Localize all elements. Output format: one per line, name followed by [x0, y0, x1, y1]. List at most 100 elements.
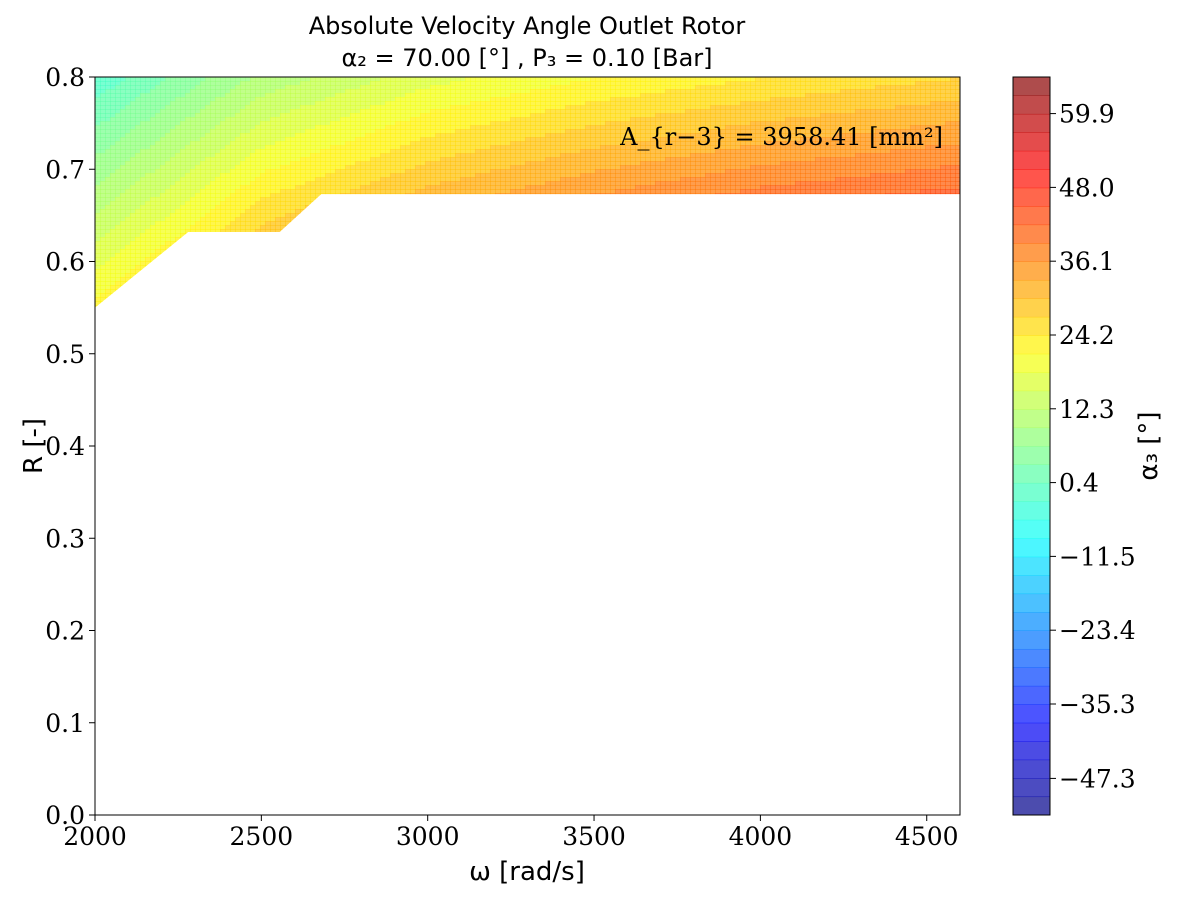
contour-cell: [130, 89, 136, 94]
contour-cell: [130, 213, 136, 218]
contour-cell: [390, 93, 396, 98]
contour-cell: [105, 133, 111, 138]
contour-cell: [110, 245, 116, 250]
contour-cell: [275, 177, 281, 182]
contour-cell: [125, 185, 131, 190]
contour-cell: [100, 133, 106, 138]
contour-cell: [215, 173, 221, 178]
contour-cell: [100, 245, 106, 250]
contour-cell: [140, 237, 146, 242]
contour-cell: [210, 209, 216, 214]
contour-cell: [105, 105, 111, 110]
contour-cell: [110, 173, 116, 178]
contour-cell: [170, 205, 176, 210]
contour-cell: [145, 189, 151, 194]
contour-cell: [120, 193, 126, 198]
contour-cell: [220, 165, 226, 170]
contour-cell: [255, 141, 261, 146]
contour-cell: [430, 109, 436, 114]
contour-cell: [125, 201, 131, 206]
contour-cell: [445, 97, 451, 102]
contour-cell: [190, 225, 196, 230]
contour-cell: [310, 125, 316, 130]
contour-cell: [100, 225, 106, 230]
contour-cell: [480, 161, 486, 166]
contour-cell: [150, 93, 156, 98]
contour-cell: [245, 225, 251, 230]
contour-cell: [130, 81, 136, 86]
contour-cell: [370, 157, 376, 162]
contour-cell: [130, 161, 136, 166]
contour-cell: [370, 145, 376, 150]
contour-cell: [170, 225, 176, 230]
contour-cell: [240, 205, 246, 210]
contour-cell: [210, 81, 216, 86]
contour-cell: [180, 213, 186, 218]
contour-cell: [280, 137, 286, 142]
contour-cell: [100, 297, 106, 302]
contour-cell: [400, 129, 406, 134]
contour-cell: [370, 169, 376, 174]
contour-cell: [270, 205, 276, 210]
contour-cell: [95, 289, 101, 294]
contour-cell: [280, 85, 286, 90]
contour-cell: [305, 125, 311, 130]
contour-cell: [190, 77, 196, 82]
contour-cell: [440, 89, 446, 94]
contour-cell: [280, 141, 286, 146]
contour-cell: [165, 213, 171, 218]
contour-cell: [110, 277, 116, 282]
contour-cell: [235, 129, 241, 134]
contour-cell: [375, 89, 381, 94]
contour-cell: [115, 209, 121, 214]
contour-cell: [120, 201, 126, 206]
contour-cell: [415, 169, 421, 174]
contour-cell: [235, 109, 241, 114]
contour-cell: [305, 173, 311, 178]
contour-cell: [290, 153, 296, 158]
contour-cell: [300, 113, 306, 118]
contour-cell: [225, 209, 231, 214]
contour-cell: [125, 213, 131, 218]
contour-cell: [130, 121, 136, 126]
contour-cell: [95, 77, 101, 82]
contour-cell: [210, 205, 216, 210]
contour-cell: [160, 177, 166, 182]
contour-cell: [225, 89, 231, 94]
contour-cell: [255, 201, 261, 206]
contour-cell: [485, 113, 491, 118]
contour-cell: [145, 161, 151, 166]
contour-cell: [415, 153, 421, 158]
contour-cell: [435, 189, 441, 194]
contour-cell: [95, 281, 101, 286]
contour-cell: [450, 185, 456, 190]
contour-cell: [110, 157, 116, 162]
contour-cell: [265, 181, 271, 186]
contour-cell: [445, 165, 451, 170]
contour-cell: [100, 85, 106, 90]
contour-cell: [505, 185, 511, 190]
contour-cell: [110, 121, 116, 126]
contour-cell: [455, 105, 461, 110]
contour-cell: [325, 109, 331, 114]
contour-cell: [420, 153, 426, 158]
contour-cell: [300, 93, 306, 98]
contour-cell: [285, 113, 291, 118]
contour-cell: [365, 125, 371, 130]
contour-cell: [465, 105, 471, 110]
contour-cell: [95, 257, 101, 262]
contour-cell: [395, 133, 401, 138]
contour-cell: [140, 165, 146, 170]
contour-cell: [130, 113, 136, 118]
contour-cell: [180, 225, 186, 230]
contour-cell: [245, 113, 251, 118]
contour-cell: [470, 177, 476, 182]
contour-cell: [190, 221, 196, 226]
contour-cell: [160, 81, 166, 86]
contour-cell: [180, 105, 186, 110]
contour-cell: [270, 129, 276, 134]
contour-cell: [470, 105, 476, 110]
contour-cell: [490, 109, 496, 114]
contour-cell: [165, 141, 171, 146]
contour-cell: [410, 145, 416, 150]
